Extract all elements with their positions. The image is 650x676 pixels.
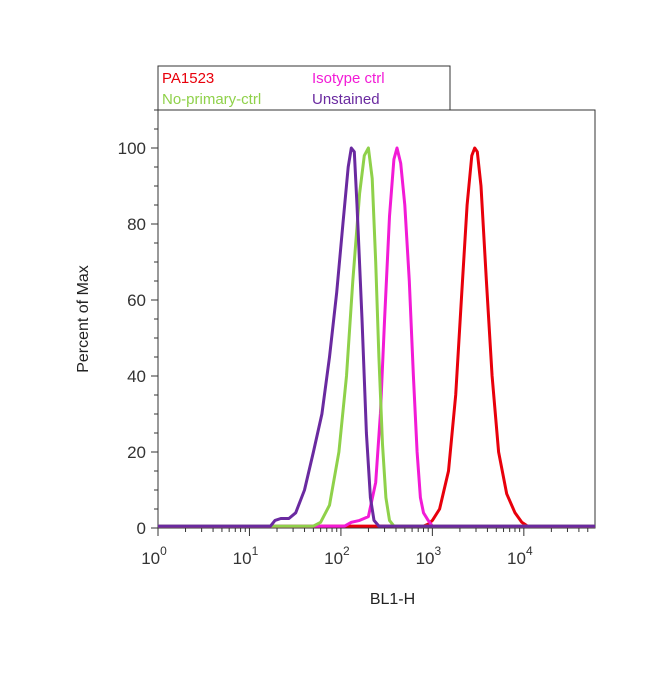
y-tick-label: 40 [127,367,146,386]
x-tick-label: 101 [233,544,259,568]
legend-box [157,65,451,111]
y-tick-label: 80 [127,215,146,234]
y-tick-label: 0 [137,519,146,538]
legend-item-pa1523: PA1523 [162,70,214,87]
x-tick-label: 102 [324,544,350,568]
series-lines [158,146,595,528]
series-line-no-primary-ctrl [158,146,595,528]
series-line-isotype-ctrl [158,146,595,528]
y-tick-label: 100 [118,139,146,158]
legend-item-unstained: Unstained [312,91,380,108]
y-axis-title: Percent of Max [75,265,92,373]
axes: 0 20 40 60 80 100 100 101 102 103 104 [118,109,589,568]
y-tick-label: 20 [127,443,146,462]
legend: PA1523 Isotype ctrl No-primary-ctrl Unstain… [157,65,451,111]
series-line-pa1523 [158,146,595,528]
y-tick-label: 60 [127,291,146,310]
x-tick-label: 103 [416,544,442,568]
series-line-unstained [158,146,595,528]
legend-item-no-primary-ctrl: No-primary-ctrl [162,91,261,108]
x-tick-label: 100 [141,544,167,568]
legend-item-isotype-ctrl: Isotype ctrl [312,70,385,87]
x-tick-label: 104 [507,544,533,568]
x-axis-title: BL1-H [370,591,415,608]
